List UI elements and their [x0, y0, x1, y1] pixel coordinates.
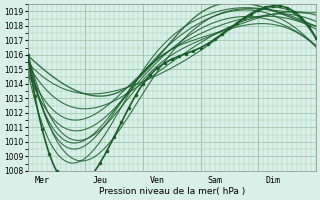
Text: Dim: Dim — [265, 176, 280, 185]
Text: Sam: Sam — [207, 176, 222, 185]
Text: Mer: Mer — [35, 176, 50, 185]
Text: Jeu: Jeu — [92, 176, 107, 185]
Text: Ven: Ven — [150, 176, 165, 185]
X-axis label: Pression niveau de la mer( hPa ): Pression niveau de la mer( hPa ) — [99, 187, 245, 196]
